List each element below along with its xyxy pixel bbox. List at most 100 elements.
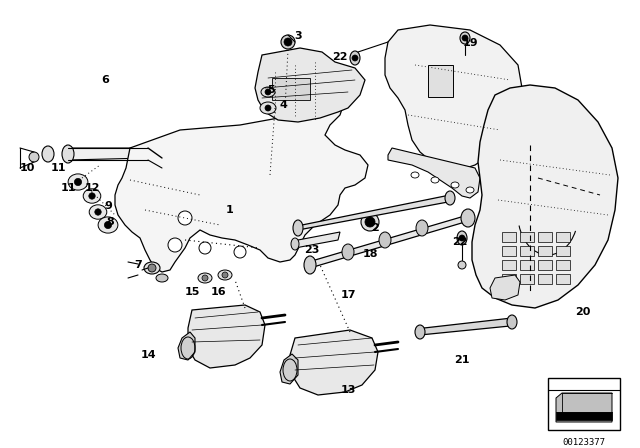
Bar [538, 232, 552, 242]
Bar [538, 260, 552, 270]
Text: 10: 10 [19, 163, 35, 173]
Ellipse shape [68, 174, 88, 190]
Ellipse shape [198, 273, 212, 283]
Ellipse shape [445, 191, 455, 205]
Polygon shape [290, 330, 378, 395]
Text: 3: 3 [294, 31, 302, 41]
Ellipse shape [89, 205, 107, 219]
Ellipse shape [260, 102, 276, 114]
Circle shape [202, 275, 208, 281]
Ellipse shape [416, 220, 428, 236]
Bar [272, 78, 310, 100]
Text: 11: 11 [60, 183, 76, 193]
Text: 21: 21 [454, 355, 470, 365]
Circle shape [168, 238, 182, 252]
Text: 1: 1 [226, 205, 234, 215]
Circle shape [74, 178, 82, 185]
Text: 9: 9 [104, 201, 112, 211]
Text: 5: 5 [267, 85, 275, 95]
Polygon shape [310, 215, 468, 268]
Bar [556, 260, 570, 270]
Polygon shape [472, 85, 618, 308]
Text: 23: 23 [304, 245, 320, 255]
Ellipse shape [466, 187, 474, 193]
Bar [502, 274, 516, 284]
Ellipse shape [218, 270, 232, 280]
Circle shape [265, 89, 271, 95]
Text: 15: 15 [184, 287, 200, 297]
Text: 8: 8 [106, 217, 114, 227]
Ellipse shape [451, 182, 459, 188]
Circle shape [178, 211, 192, 225]
Polygon shape [255, 48, 365, 122]
Ellipse shape [431, 177, 439, 183]
Circle shape [89, 193, 95, 199]
Polygon shape [490, 275, 520, 300]
Circle shape [222, 272, 228, 278]
Ellipse shape [342, 244, 354, 260]
Ellipse shape [156, 152, 172, 172]
Text: 00123377: 00123377 [563, 438, 605, 447]
Text: 17: 17 [340, 290, 356, 300]
Ellipse shape [281, 35, 295, 49]
Polygon shape [556, 393, 612, 422]
Circle shape [352, 55, 358, 61]
Ellipse shape [460, 32, 470, 44]
Polygon shape [298, 195, 450, 230]
Ellipse shape [350, 51, 360, 65]
Bar [556, 246, 570, 256]
Bar [548, 378, 620, 430]
Polygon shape [385, 25, 522, 170]
Text: 4: 4 [279, 100, 287, 110]
Ellipse shape [98, 217, 118, 233]
Bar [502, 260, 516, 270]
Text: 19: 19 [462, 38, 478, 48]
Ellipse shape [261, 87, 275, 97]
Bar [556, 274, 570, 284]
Ellipse shape [42, 146, 54, 162]
Polygon shape [280, 354, 298, 384]
Polygon shape [178, 332, 195, 360]
Circle shape [104, 221, 111, 228]
Text: 22: 22 [332, 52, 348, 62]
Bar [556, 232, 570, 242]
Text: 6: 6 [101, 75, 109, 85]
Ellipse shape [361, 213, 379, 231]
Bar [556, 412, 612, 420]
Polygon shape [68, 148, 148, 160]
Circle shape [459, 235, 465, 241]
Text: 2: 2 [371, 223, 379, 233]
Text: 7: 7 [134, 260, 142, 270]
Polygon shape [188, 305, 265, 368]
Circle shape [234, 246, 246, 258]
Ellipse shape [379, 232, 391, 248]
Circle shape [365, 217, 375, 227]
Ellipse shape [156, 274, 168, 282]
Bar [520, 232, 534, 242]
Ellipse shape [293, 220, 303, 236]
Ellipse shape [461, 209, 475, 227]
Text: 11: 11 [51, 163, 66, 173]
Polygon shape [420, 318, 512, 335]
Text: 20: 20 [575, 307, 591, 317]
Bar [538, 274, 552, 284]
Text: 22: 22 [452, 237, 468, 247]
Ellipse shape [507, 315, 517, 329]
Ellipse shape [144, 262, 160, 274]
Circle shape [199, 242, 211, 254]
Ellipse shape [411, 172, 419, 178]
Polygon shape [115, 95, 368, 272]
Bar [428, 65, 453, 97]
Bar [502, 232, 516, 242]
Ellipse shape [29, 152, 39, 162]
Ellipse shape [458, 261, 466, 269]
Ellipse shape [62, 145, 74, 163]
Polygon shape [388, 148, 480, 198]
Circle shape [284, 38, 292, 46]
Polygon shape [295, 232, 340, 248]
Circle shape [462, 35, 468, 41]
Ellipse shape [83, 189, 101, 203]
Circle shape [148, 264, 156, 272]
Ellipse shape [141, 144, 155, 164]
Bar [520, 274, 534, 284]
